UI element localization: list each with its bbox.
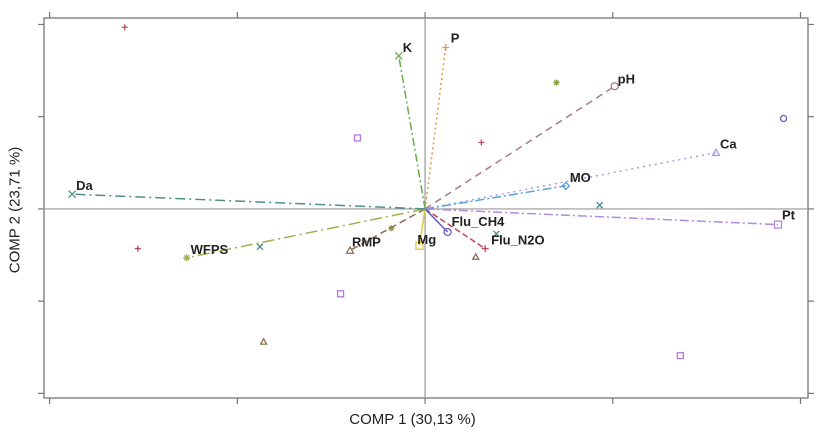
cross-marker-icon [256,243,264,251]
axis-ticks [38,12,814,404]
vector-ph: pH [424,71,635,210]
vector-line [349,208,426,252]
vector-label: RMP [352,234,381,249]
triangle-marker-icon [259,337,268,345]
observation-point [134,245,141,252]
circle-marker-icon [610,82,619,91]
vector-p: P [424,31,460,210]
vector-line [186,208,426,259]
vector-line [72,193,426,210]
vector-line [424,85,616,210]
loading-vectors: K PpH Ca MO Pt Flu_N2O Flu_CH4 Mg RMP WFPS Da [68,31,796,262]
vector-label: Flu_N2O [491,233,544,248]
cross-marker-icon [394,51,403,60]
cross-marker-icon [596,201,604,209]
vector-k: K [394,40,426,210]
observation-point [256,243,264,251]
cross-marker-icon [492,230,500,238]
observation-point [478,139,485,146]
vector-line [424,47,447,210]
square-marker-icon [773,220,783,229]
vector-pt: Pt [425,208,796,229]
vector-label: pH [618,71,635,86]
asterisk-marker-icon [183,254,191,262]
asterisk-marker-icon [553,79,560,86]
vector-mg: Mg [415,208,436,250]
square-marker-icon [336,290,345,298]
observation-point [676,351,685,360]
vector-ca: Ca [424,137,737,210]
plus-marker-icon [121,24,128,31]
observation-point [779,114,788,123]
plus-marker-icon [481,245,489,253]
observation-point [353,134,362,142]
vector-label: WFPS [191,242,229,257]
vector-line [424,208,486,250]
circle-marker-icon [779,114,788,123]
vector-label: Pt [782,208,796,223]
y-axis-title: COMP 2 (23,71 %) [6,146,24,274]
vector-label: Mg [417,232,436,247]
triangle-marker-icon [471,252,480,260]
observation-point [492,230,500,238]
vector-label: Da [76,178,93,193]
observation-point [553,79,560,86]
observation-point [121,24,128,31]
vector-da: Da [68,178,426,210]
vector-line [425,208,778,226]
vector-flu-ch4: Flu_CH4 [424,208,506,237]
square-marker-icon [676,351,685,360]
observation-point [336,290,345,298]
plus-marker-icon [478,139,485,146]
triangle-marker-icon [711,147,721,157]
cross-marker-icon [68,190,77,199]
vector-line [398,55,426,210]
plus-marker-icon [134,245,141,252]
vector-wfps: WFPS [183,208,426,262]
square-marker-icon [353,134,362,142]
vector-flu-n2o: Flu_N2O [424,208,545,253]
vector-label: K [403,40,413,55]
vector-mo: MO [424,170,591,210]
vector-label: P [451,31,460,46]
plus-marker-icon [442,44,450,52]
vector-line [418,208,426,246]
vector-line [424,208,449,233]
vector-label: Flu_CH4 [452,214,506,229]
vector-line [424,185,566,210]
circle-marker-icon [443,227,452,237]
vector-line [424,151,717,210]
observation-point [259,337,268,345]
observation-point [596,201,604,209]
vector-label: MO [570,170,591,185]
triangle-marker-icon [345,245,355,254]
square-marker-icon [415,241,424,250]
vector-label: Ca [720,137,737,152]
vector-rmp: RMP [345,208,426,254]
diamond-marker-icon [561,181,571,191]
observation-point [471,252,480,260]
x-axis-title: COMP 1 (30,13 %) [349,411,476,428]
